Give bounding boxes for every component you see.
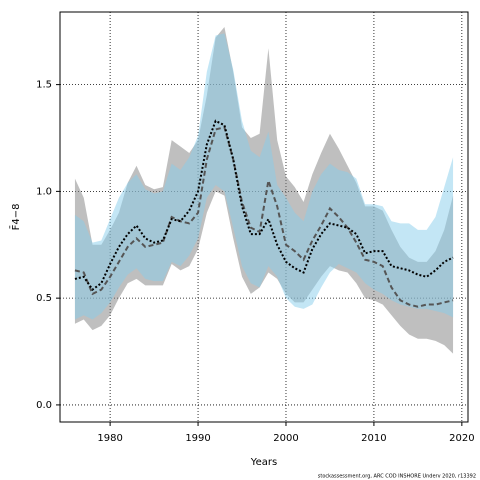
- plot-frame: [59, 11, 469, 423]
- x-tick-label: 2000: [273, 433, 298, 444]
- footnote: stockassessment.org, ARC COD INSHORE Und…: [318, 474, 476, 480]
- x-tick-label: 2010: [361, 433, 386, 444]
- y-tick-label: 1.0: [36, 186, 52, 197]
- y-tick-label: 1.5: [36, 80, 52, 91]
- estimate-line: [74, 126, 454, 308]
- x-axis-label: Years: [250, 457, 277, 468]
- y-tick-label: 0.5: [36, 293, 52, 304]
- x-tick-label: 2020: [449, 433, 474, 444]
- x-tick-label: 1980: [97, 433, 122, 444]
- estimate-line: [74, 119, 454, 292]
- y-axis-label: F̄4−8: [9, 204, 22, 231]
- y-tick-label: 0.0: [36, 400, 52, 411]
- x-tick-label: 1990: [185, 433, 210, 444]
